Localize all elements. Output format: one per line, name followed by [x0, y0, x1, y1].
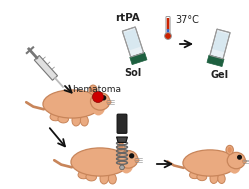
Ellipse shape — [89, 85, 97, 95]
Ellipse shape — [197, 173, 207, 181]
Polygon shape — [210, 29, 230, 59]
Ellipse shape — [183, 150, 237, 176]
Ellipse shape — [242, 160, 247, 163]
Ellipse shape — [226, 145, 233, 154]
Polygon shape — [122, 27, 144, 57]
FancyBboxPatch shape — [167, 29, 169, 36]
Polygon shape — [130, 53, 147, 65]
Text: hematoma: hematoma — [72, 85, 121, 94]
Text: 37°C: 37°C — [175, 15, 199, 25]
Polygon shape — [34, 56, 58, 80]
Polygon shape — [117, 137, 127, 143]
FancyBboxPatch shape — [117, 114, 127, 133]
Circle shape — [102, 96, 106, 100]
Ellipse shape — [107, 101, 111, 104]
Circle shape — [120, 165, 124, 170]
Polygon shape — [213, 31, 229, 52]
Ellipse shape — [91, 87, 95, 93]
Ellipse shape — [119, 154, 133, 174]
Ellipse shape — [119, 151, 138, 168]
Ellipse shape — [117, 143, 125, 153]
Circle shape — [92, 91, 104, 102]
Ellipse shape — [78, 170, 90, 179]
Text: Gel: Gel — [211, 70, 229, 80]
Ellipse shape — [228, 156, 241, 174]
Circle shape — [238, 156, 241, 159]
Text: Sol: Sol — [124, 67, 142, 77]
Ellipse shape — [119, 145, 123, 151]
Ellipse shape — [90, 93, 110, 110]
Polygon shape — [124, 29, 141, 50]
Ellipse shape — [227, 152, 245, 169]
Circle shape — [130, 154, 134, 158]
Text: rtPA: rtPA — [116, 13, 140, 23]
Ellipse shape — [218, 174, 225, 184]
Ellipse shape — [72, 114, 81, 126]
Ellipse shape — [80, 115, 88, 126]
FancyBboxPatch shape — [167, 18, 169, 30]
Ellipse shape — [58, 115, 68, 123]
Ellipse shape — [135, 159, 139, 162]
Polygon shape — [207, 55, 224, 67]
Ellipse shape — [43, 90, 101, 118]
Ellipse shape — [71, 148, 129, 176]
Ellipse shape — [91, 96, 105, 115]
Ellipse shape — [50, 112, 62, 121]
Circle shape — [165, 33, 171, 39]
Ellipse shape — [100, 172, 109, 184]
Ellipse shape — [210, 172, 218, 184]
Ellipse shape — [189, 170, 201, 179]
Ellipse shape — [108, 174, 116, 184]
Ellipse shape — [228, 147, 232, 153]
Ellipse shape — [86, 173, 96, 181]
FancyBboxPatch shape — [166, 16, 170, 37]
